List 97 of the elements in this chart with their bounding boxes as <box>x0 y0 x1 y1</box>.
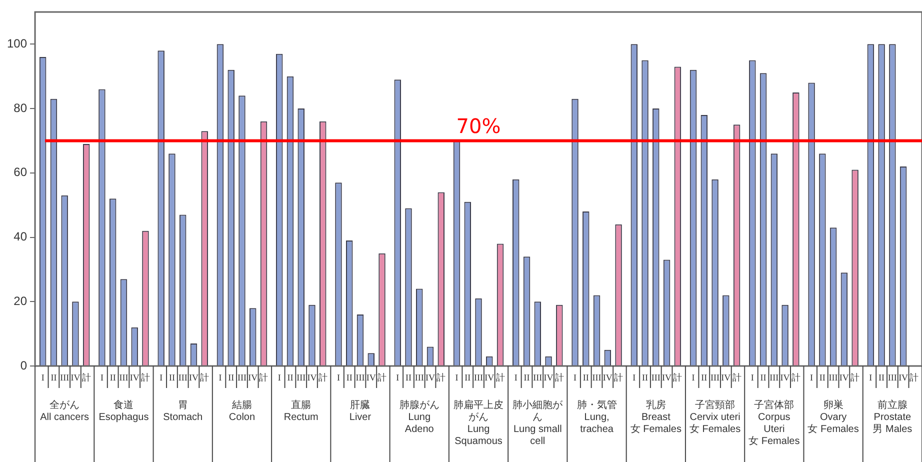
text: IV <box>839 372 849 382</box>
text: III <box>414 372 424 382</box>
text: III <box>237 372 246 382</box>
text: I <box>692 372 695 382</box>
text: IV <box>188 372 198 382</box>
text: III <box>296 372 306 382</box>
text: 計 <box>910 372 919 382</box>
text: 計 <box>378 372 387 382</box>
text: IV <box>898 372 908 382</box>
text: III <box>651 372 660 382</box>
text: I <box>574 372 577 382</box>
x-tick-label: 子宮体部 Corpus Uteri 女 Females <box>748 398 800 447</box>
text: 計 <box>496 372 505 382</box>
text: II <box>406 372 412 382</box>
text: 計 <box>259 372 268 382</box>
series-label: IV <box>70 372 81 382</box>
text: II <box>346 372 352 382</box>
text: II <box>760 372 766 382</box>
text: IV <box>662 372 672 382</box>
text: IV <box>721 372 731 382</box>
text: II <box>464 372 471 382</box>
text: 計 <box>673 372 682 382</box>
text: II <box>878 372 885 382</box>
text: 計 <box>436 372 446 382</box>
text: II <box>819 372 826 382</box>
text: I <box>810 372 814 382</box>
x-tick-label: 胃 Stomach <box>163 400 203 423</box>
x-tick-label: 肺小細胞がん Lung small cell <box>512 398 564 447</box>
text: III <box>888 372 897 382</box>
text: III <box>710 372 720 382</box>
x-tick-label: 肺腺がん Lung Adeno <box>399 398 440 435</box>
text: I <box>514 372 518 382</box>
text: IV <box>602 372 612 382</box>
y-tick-label: 100 <box>6 36 28 50</box>
x-tick-label: 直腸 Rectum <box>284 398 318 423</box>
text: I <box>632 372 636 382</box>
text: I <box>455 372 458 382</box>
series-label: 計 <box>82 372 91 382</box>
text: IV <box>426 372 436 382</box>
text: I <box>869 372 872 382</box>
x-tick-label: 肝臓 Liver <box>349 398 372 423</box>
x-tick-label: 食道 Esophagus <box>98 398 149 423</box>
text: 計 <box>850 372 860 382</box>
text: I <box>218 372 222 382</box>
text: III <box>178 372 188 382</box>
x-tick-label: 子宮頸部 Cervix uteri 女 Females <box>689 398 741 435</box>
text: II <box>168 372 175 382</box>
text: 計 <box>318 372 328 382</box>
text: II <box>287 372 294 382</box>
text: III <box>533 372 542 382</box>
text: 計 <box>200 372 210 382</box>
text: III <box>356 372 365 382</box>
text: III <box>119 372 128 382</box>
text: IV <box>248 372 258 382</box>
text: III <box>592 372 602 382</box>
text: I <box>100 372 104 382</box>
x-tick-label: 結腸 Colon <box>228 400 256 423</box>
text: III <box>828 372 838 382</box>
text: II <box>228 372 234 382</box>
text: 計 <box>791 372 800 382</box>
text: II <box>642 372 648 382</box>
text: I <box>396 372 400 382</box>
x-tick-label: 肺扁平上皮がん Lung Squamous <box>454 398 504 447</box>
text: II <box>524 372 530 382</box>
series-label: III <box>60 372 70 382</box>
x-tick-label: 乳房 Breast 女 Females <box>630 398 682 435</box>
text: I <box>750 372 754 382</box>
y-tick-label: 0 <box>20 358 28 372</box>
text: 計 <box>140 372 150 382</box>
ref-line-label: 70% <box>456 114 501 138</box>
text: II <box>582 372 589 382</box>
y-tick-label: 60 <box>14 165 28 180</box>
text: 計 <box>732 372 742 382</box>
text: IV <box>780 372 790 382</box>
text: IV <box>307 372 317 382</box>
series-label: II <box>50 372 57 382</box>
y-tick-label: 20 <box>14 294 28 308</box>
text: IV <box>130 372 140 382</box>
text: 計 <box>614 372 624 382</box>
y-tick-label: 40 <box>14 230 28 244</box>
text: III <box>474 372 484 382</box>
y-tick-label: 80 <box>14 100 28 115</box>
text: III <box>770 372 779 382</box>
text: II <box>110 372 116 382</box>
series-label: I <box>41 372 44 382</box>
text: 計 <box>554 372 564 382</box>
text: I <box>160 372 163 382</box>
x-tick-label: 卵巣 Ovary 女 Females <box>808 398 859 435</box>
text: IV <box>366 372 376 382</box>
x-tick-label: 前立腺 Prostate 男 Males <box>872 398 912 435</box>
text: II <box>701 372 708 382</box>
x-tick-label: 全がん All cancers <box>40 398 90 423</box>
text: I <box>336 372 340 382</box>
text: I <box>278 372 281 382</box>
x-tick-label: 肺・気管 Lung, trachea <box>576 398 617 435</box>
text: IV <box>544 372 554 382</box>
text: IV <box>484 372 494 382</box>
